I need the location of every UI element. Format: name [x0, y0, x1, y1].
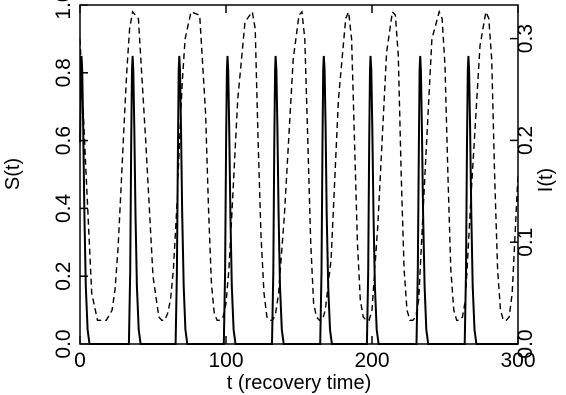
- x-axis-label: t (recovery time): [227, 372, 371, 394]
- y-left-tick-label: 1.0: [52, 0, 75, 20]
- y-left-tick-label: 0.2: [52, 262, 75, 291]
- series-s-line: [79, 9, 519, 321]
- y-right-tick-label: 0.2: [514, 126, 537, 155]
- y-right-tick-label: 0.0: [514, 329, 537, 358]
- y-left-axis-ticks: 0.0 0.2 0.4 0.6 0.8 1.0: [52, 0, 88, 359]
- x-axis-ticks: 0 100 200 300: [74, 5, 536, 372]
- y-left-tick-label: 0.4: [52, 193, 75, 223]
- y-left-tick-label: 0.0: [52, 329, 75, 358]
- y-right-tick-label: 0.3: [514, 24, 537, 53]
- x-tick-label: 100: [208, 349, 243, 372]
- x-tick-label: 200: [354, 349, 389, 372]
- y-left-axis-label: S(t): [2, 158, 24, 190]
- y-right-axis-label: I(t): [535, 168, 557, 192]
- series-i-line: [79, 55, 518, 345]
- x-tick-label: 300: [500, 349, 535, 372]
- x-tick-label: 0: [74, 349, 86, 372]
- y-left-tick-label: 0.6: [52, 126, 75, 155]
- y-right-axis-ticks: 0.0 0.1 0.2 0.3: [510, 24, 537, 359]
- plot-frame: [79, 4, 519, 345]
- y-right-tick-label: 0.1: [514, 228, 537, 257]
- y-left-tick-label: 0.8: [52, 58, 75, 87]
- series-layer: [79, 9, 519, 345]
